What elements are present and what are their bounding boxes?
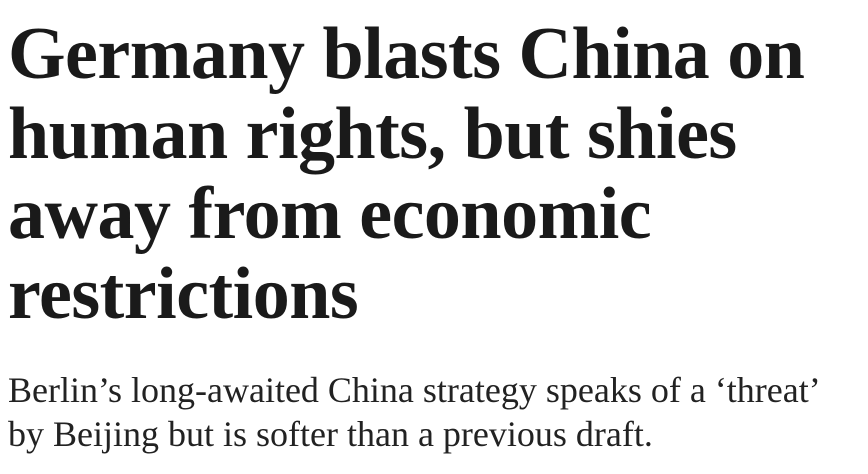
standfirst: Berlin’s long-awaited China strategy spe… xyxy=(8,370,819,454)
headline: Germany blasts China on human rights, bu… xyxy=(8,13,805,335)
article-header: Germany blasts China on human rights, bu… xyxy=(8,13,819,454)
